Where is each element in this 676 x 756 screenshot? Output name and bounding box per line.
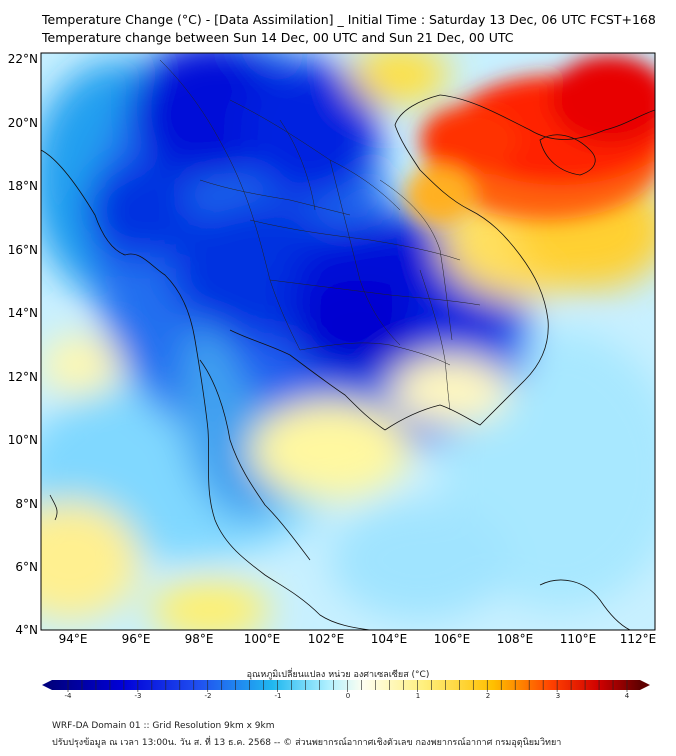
lon-tick: 110°E — [559, 632, 597, 646]
colorbar-tick-label: 4 — [624, 692, 630, 700]
lat-tick: 6°N — [15, 560, 38, 574]
lat-tick: 8°N — [15, 497, 38, 511]
lon-tick: 94°E — [58, 632, 88, 646]
lon-tick: 102°E — [307, 632, 345, 646]
province-borders — [159, 59, 481, 411]
colorbar — [52, 680, 640, 690]
lat-tick: 14°N — [7, 306, 38, 320]
colorbar-tick-marks — [67, 680, 628, 692]
lon-tick: 104°E — [370, 632, 408, 646]
footer-credit: ปรับปรุงข้อมูล ณ เวลา 13:00น. วัน ส. ที่… — [52, 738, 562, 748]
colorbar-tick-label: -1 — [274, 692, 282, 700]
lon-tick: 98°E — [184, 632, 214, 646]
lat-tick: 4°N — [15, 623, 38, 637]
lon-tick: 106°E — [433, 632, 471, 646]
colorbar-tick-label: -2 — [204, 692, 212, 700]
colorbar-low-arrow — [42, 680, 52, 690]
colorbar-high-arrow — [640, 680, 650, 690]
lon-tick: 100°E — [243, 632, 281, 646]
colorbar-tick-label: 0 — [345, 692, 351, 700]
coastlines — [41, 94, 655, 630]
colorbar-tick-label: 2 — [485, 692, 491, 700]
lat-tick: 16°N — [7, 243, 38, 257]
colorbar-tick-label: -3 — [134, 692, 142, 700]
lat-tick: 20°N — [7, 116, 38, 130]
map-subtitle: Temperature change between Sun 14 Dec, 0… — [42, 30, 514, 45]
field-layer — [41, 53, 655, 630]
lon-tick: 108°E — [496, 632, 534, 646]
map-title: Temperature Change (°C) - [Data Assimila… — [42, 12, 656, 27]
temperature-change-map — [40, 52, 656, 692]
colorbar-label: อุณหภูมิเปลี่ยนแปลง หน่วย องศาเซลเซียส (… — [246, 670, 430, 680]
lon-tick: 96°E — [121, 632, 151, 646]
lon-tick: 112°E — [619, 632, 657, 646]
footer-domain-info: WRF-DA Domain 01 :: Grid Resolution 9km … — [52, 721, 275, 731]
lat-tick: 22°N — [7, 52, 38, 66]
colorbar-tick-label: 1 — [415, 692, 421, 700]
lat-tick: 10°N — [7, 433, 38, 447]
plot-frame — [40, 52, 656, 631]
colorbar-tick-label: -4 — [64, 692, 72, 700]
lat-tick: 12°N — [7, 370, 38, 384]
lat-tick: 18°N — [7, 179, 38, 193]
colorbar-tick-label: 3 — [555, 692, 561, 700]
